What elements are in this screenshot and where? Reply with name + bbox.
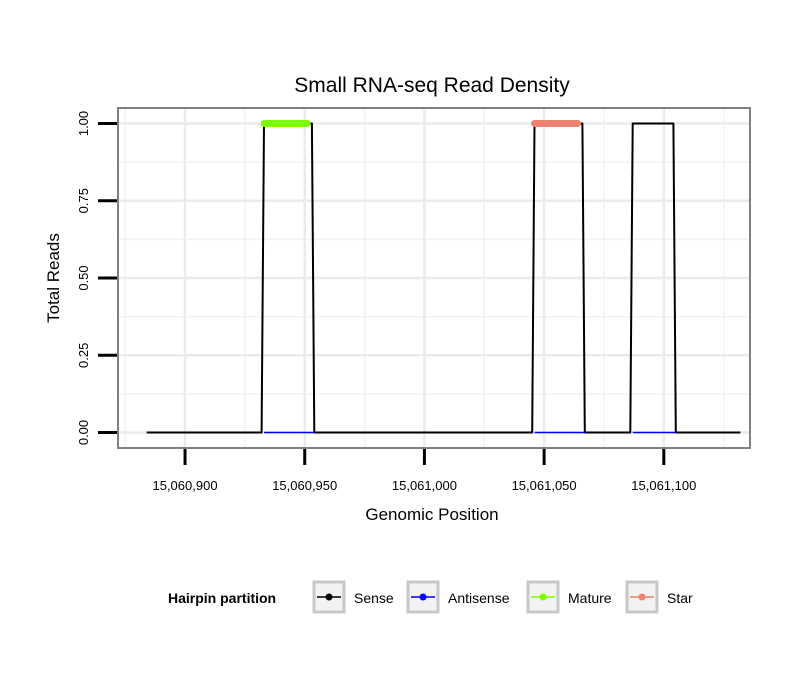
legend-key-point — [638, 593, 646, 601]
legend-label: Mature — [568, 590, 612, 606]
legend-title: Hairpin partition — [168, 590, 276, 606]
x-tick-label: 15,060,900 — [152, 478, 217, 493]
y-tick-label: 0.25 — [76, 343, 91, 368]
x-tick-label: 15,061,000 — [392, 478, 457, 493]
x-axis: 15,060,900 15,060,950 15,061,000 15,061,050… — [152, 449, 696, 493]
legend-item-antisense: Antisense — [406, 580, 510, 614]
x-tick-label: 15,060,950 — [272, 478, 337, 493]
legend-label: Sense — [354, 590, 394, 606]
legend-label: Antisense — [448, 590, 510, 606]
x-axis-title: Genomic Position — [365, 505, 498, 524]
series-layer — [146, 119, 741, 434]
y-tick-label: 0.50 — [76, 265, 91, 290]
legend-key-point — [325, 593, 333, 601]
legend-label: Star — [667, 590, 693, 606]
x-tick-label: 15,061,050 — [512, 478, 577, 493]
y-tick-label: 0.00 — [76, 420, 91, 445]
y-axis-title: Total Reads — [44, 233, 63, 323]
y-tick-label: 0.75 — [76, 188, 91, 213]
chart-title: Small RNA-seq Read Density — [294, 74, 570, 97]
legend-item-sense: Sense — [312, 580, 394, 614]
plot-panel-border — [117, 107, 751, 449]
legend-item-mature: Mature — [526, 580, 612, 614]
legend: Hairpin partition Sense Antisense Mature St… — [168, 580, 693, 614]
legend-key-point — [419, 593, 427, 601]
grid — [118, 108, 750, 448]
x-tick-label: 15,061,100 — [631, 478, 696, 493]
y-axis: 0.00 0.25 0.50 0.75 1.00 — [76, 111, 117, 445]
legend-item-star: Star — [625, 580, 693, 614]
y-tick-label: 1.00 — [76, 111, 91, 136]
legend-key-point — [539, 593, 547, 601]
